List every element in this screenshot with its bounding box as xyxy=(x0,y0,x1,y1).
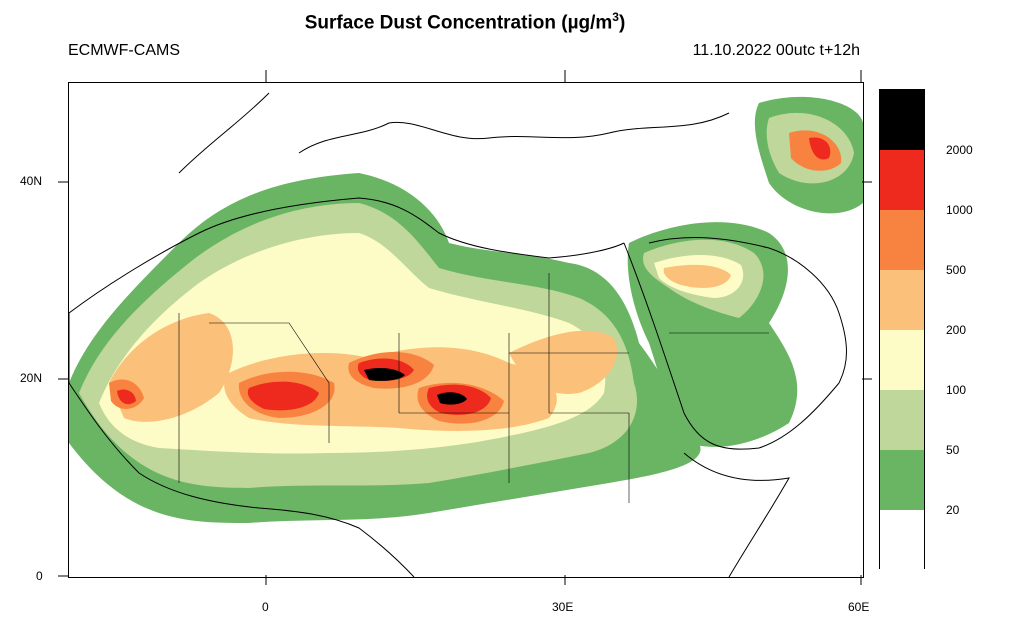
lon-tick-30e: 30E xyxy=(552,600,574,614)
coastline-red-sea xyxy=(623,242,840,450)
map-canvas xyxy=(69,92,863,577)
dust-area-sudan-200 xyxy=(509,330,618,394)
country-borders xyxy=(178,273,769,503)
colorbar-label-50: 50 xyxy=(946,443,960,457)
colorbar-label-2000: 2000 xyxy=(946,143,973,157)
coastline-west-africa xyxy=(69,313,415,577)
colorbar-segment xyxy=(880,390,924,450)
source-label: ECMWF-CAMS xyxy=(68,42,180,59)
colorbar-segment xyxy=(880,210,924,270)
colorbar-label-200: 200 xyxy=(946,323,967,337)
colorbar-segment xyxy=(880,330,924,390)
colorbar-label-1000: 1000 xyxy=(946,203,973,217)
dust-area-sahara-1000a xyxy=(247,381,319,411)
colorbar-label-500: 500 xyxy=(946,263,967,277)
colorbar-segment xyxy=(880,90,924,150)
lon-tick-0: 0 xyxy=(262,600,269,614)
dust-area-mauritania-1000 xyxy=(117,389,136,405)
map-title: Surface Dust Concentration (µg/m3) xyxy=(304,10,626,34)
lat-tick-0: 0 xyxy=(36,569,43,583)
dust-area-arabia-200 xyxy=(663,264,731,288)
colorbar-segment xyxy=(880,510,924,570)
coastline-horn-africa xyxy=(683,452,790,577)
colorbar-label-100: 100 xyxy=(946,383,967,397)
lat-tick-20n: 20N xyxy=(20,371,43,385)
dust-area-caspian-peak xyxy=(809,137,831,160)
lon-tick-60e: 60E xyxy=(848,600,870,614)
colorbar-segment xyxy=(880,450,924,510)
dust-map[interactable] xyxy=(68,82,864,578)
coastline-north-africa xyxy=(69,197,625,314)
colorbar-segment xyxy=(880,270,924,330)
colorbar-label-20: 20 xyxy=(946,503,960,517)
colorbar-segment xyxy=(880,150,924,210)
coastline-europe xyxy=(178,92,730,174)
dust-area-sahara-2000b xyxy=(437,392,467,405)
dust-area-sahara-2000a xyxy=(364,367,405,381)
coastline-arabia xyxy=(648,237,847,384)
colorbar xyxy=(879,89,925,570)
valid-time-label: 11.10.2022 00utc t+12h xyxy=(692,42,860,59)
lat-tick-40n: 40N xyxy=(20,174,43,188)
